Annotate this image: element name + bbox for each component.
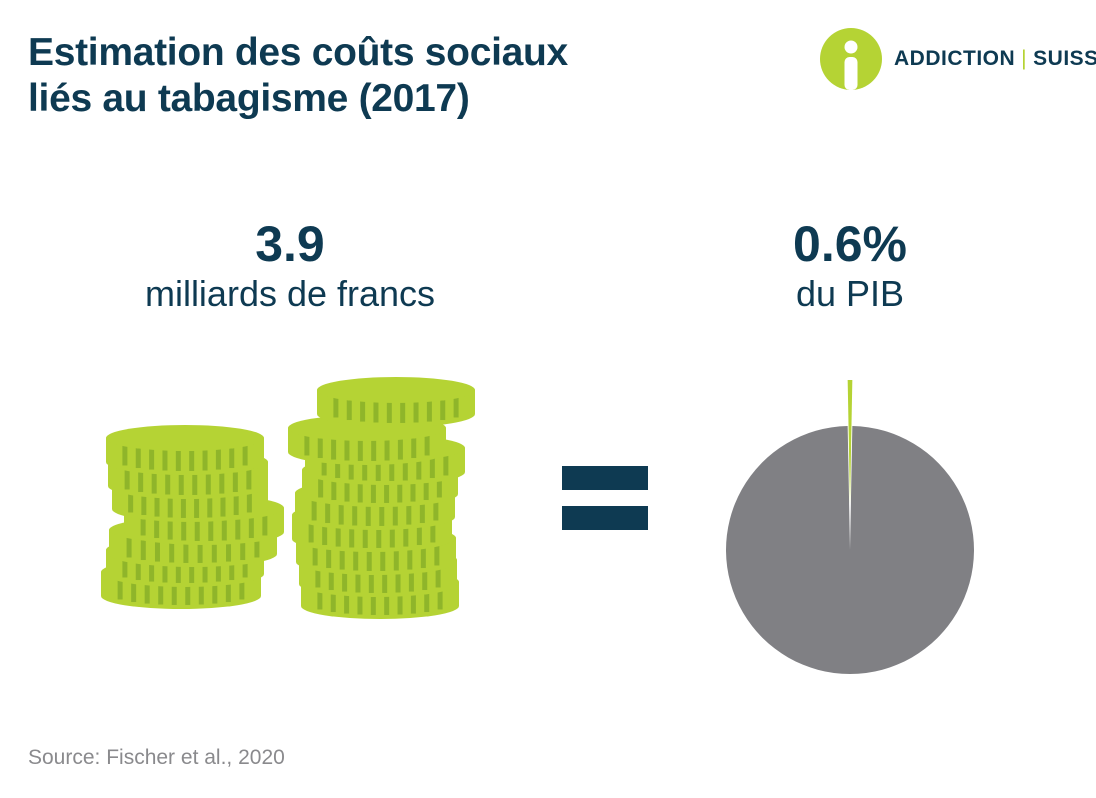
equals-bar-top xyxy=(562,466,648,490)
page-title: Estimation des coûts sociaux liés au tab… xyxy=(28,30,668,122)
gdp-stat: 0.6% du PIB xyxy=(690,216,1010,316)
logo-person-icon xyxy=(820,28,882,90)
pie-slice-rest xyxy=(726,426,974,674)
title-line-2: liés au tabagisme (2017) xyxy=(28,77,470,120)
addiction-suisse-logo: ADDICTION|SUISSE xyxy=(820,28,1096,90)
logo-separator: | xyxy=(1021,47,1028,70)
gdp-value: 0.6% xyxy=(793,216,907,272)
coin xyxy=(106,425,264,475)
coin xyxy=(317,377,475,427)
logo-wordmark: ADDICTION|SUISSE xyxy=(894,47,1096,71)
title-line-1: Estimation des coûts sociaux xyxy=(28,31,568,74)
gdp-pie-chart xyxy=(726,380,974,674)
pie-slice-gdp-share xyxy=(847,380,853,504)
coin-stacks-icon xyxy=(101,377,475,619)
cost-unit: milliards de francs xyxy=(144,273,436,314)
cost-value: 3.9 xyxy=(255,216,325,272)
logo-word-suisse: SUISSE xyxy=(1033,47,1096,70)
source-note: Source: Fischer et al., 2020 xyxy=(28,746,285,769)
logo-word-addiction: ADDICTION xyxy=(894,47,1016,70)
equals-icon xyxy=(562,466,648,530)
gdp-unit: du PIB xyxy=(795,273,905,314)
cost-stat: 3.9 milliards de francs xyxy=(90,216,490,316)
equals-bar-bottom xyxy=(562,506,648,530)
